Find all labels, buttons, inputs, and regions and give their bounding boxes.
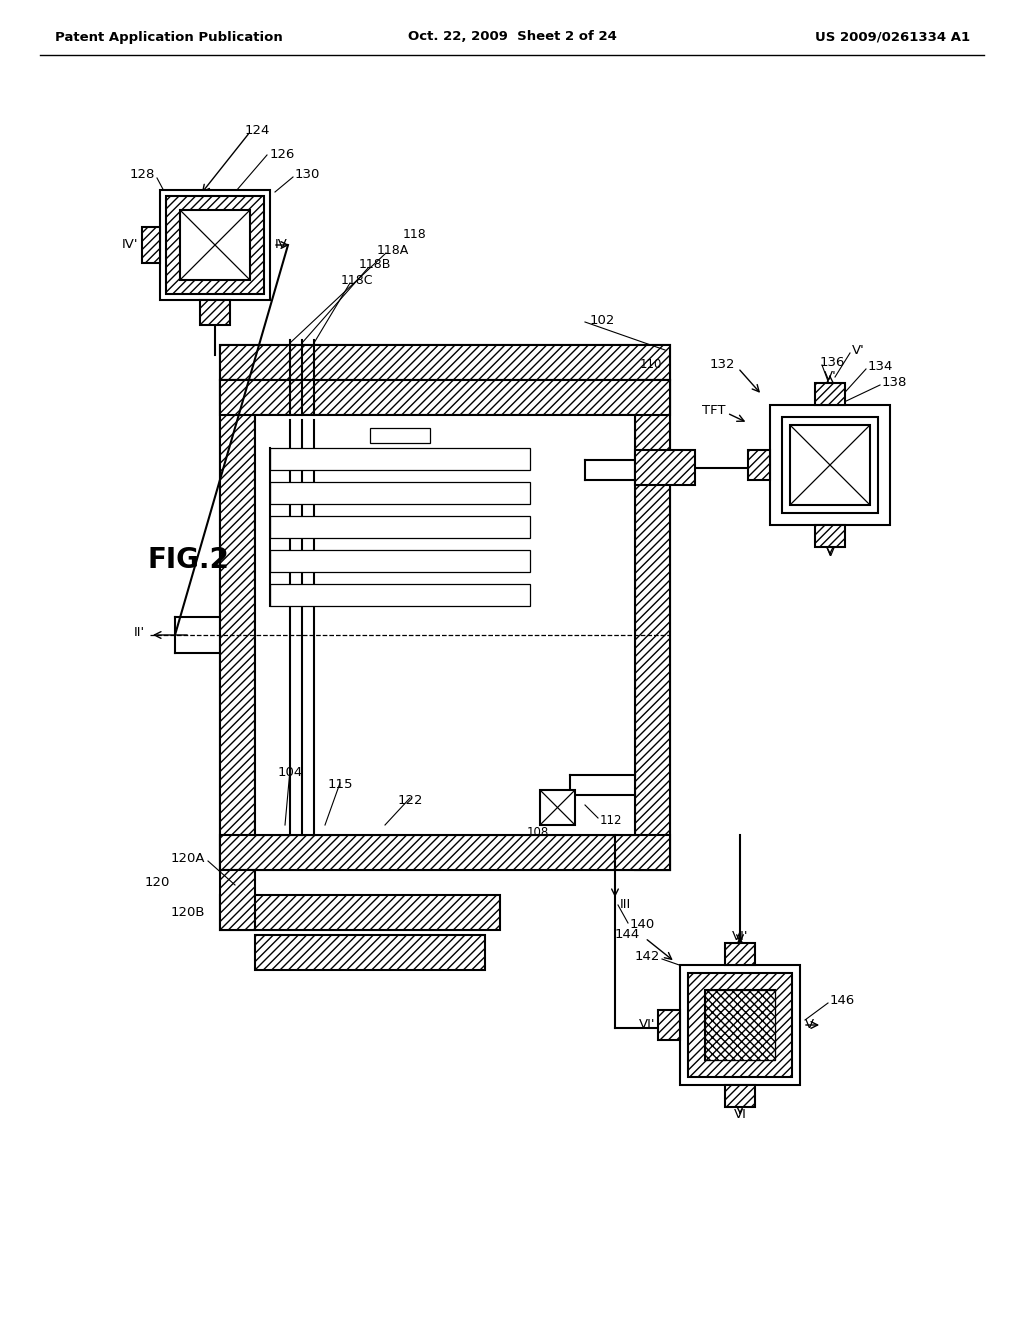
Text: II': II' — [134, 626, 145, 639]
Bar — [255, 414, 635, 836]
Bar — [725, 942, 755, 965]
Bar — [725, 1085, 755, 1107]
Bar — [688, 973, 792, 1077]
Text: V: V — [825, 546, 835, 560]
Bar — [658, 1010, 680, 1040]
Text: IV: IV — [275, 239, 288, 252]
Text: TFT: TFT — [701, 404, 725, 417]
Bar — [220, 380, 255, 870]
Text: III: III — [620, 899, 631, 912]
Bar — [200, 300, 230, 325]
Text: 144: 144 — [614, 928, 640, 941]
Text: 138: 138 — [882, 376, 907, 389]
Text: 134: 134 — [868, 360, 893, 374]
Bar — [370, 428, 430, 444]
Text: 104: 104 — [278, 766, 303, 779]
Bar — [220, 380, 670, 414]
Text: 136: 136 — [820, 356, 846, 370]
Bar — [270, 583, 530, 606]
Text: 112: 112 — [600, 813, 623, 826]
Text: 118A: 118A — [377, 243, 410, 256]
Bar — [748, 450, 770, 480]
Bar — [635, 450, 695, 484]
Text: 118C: 118C — [341, 273, 374, 286]
Bar — [255, 935, 485, 970]
Text: 140: 140 — [630, 919, 655, 932]
Bar — [815, 383, 845, 405]
Text: 120B: 120B — [171, 907, 205, 920]
Text: 130: 130 — [295, 169, 321, 181]
Text: 120: 120 — [144, 876, 170, 890]
Bar — [220, 895, 500, 931]
Bar — [705, 990, 775, 1060]
Text: V': V' — [852, 343, 864, 356]
Bar — [270, 550, 530, 572]
Text: 128: 128 — [130, 169, 155, 181]
Text: IV': IV' — [122, 239, 138, 252]
Bar — [790, 425, 870, 506]
Text: 102: 102 — [590, 314, 615, 326]
Bar — [220, 345, 670, 380]
Text: Patent Application Publication: Patent Application Publication — [55, 30, 283, 44]
Bar — [270, 482, 530, 504]
Bar — [220, 345, 670, 870]
Text: VI': VI' — [732, 931, 749, 944]
Text: 142: 142 — [635, 950, 660, 964]
Text: 118B: 118B — [358, 259, 391, 272]
Text: 146: 146 — [830, 994, 855, 1006]
Text: 108: 108 — [527, 826, 549, 840]
Text: VI: VI — [733, 1109, 746, 1122]
Text: 122: 122 — [397, 793, 423, 807]
Text: FIG.2: FIG.2 — [148, 546, 229, 574]
Bar — [166, 195, 264, 294]
Bar — [180, 210, 250, 280]
Text: 124: 124 — [245, 124, 270, 136]
Text: V: V — [805, 1019, 814, 1031]
Bar — [782, 417, 878, 513]
Bar — [220, 870, 255, 931]
Text: 126: 126 — [270, 149, 295, 161]
Text: 115: 115 — [328, 779, 352, 792]
Bar — [160, 190, 270, 300]
Bar — [770, 405, 890, 525]
Bar — [680, 965, 800, 1085]
Bar — [142, 227, 160, 263]
Bar — [220, 836, 670, 870]
Text: Oct. 22, 2009  Sheet 2 of 24: Oct. 22, 2009 Sheet 2 of 24 — [408, 30, 616, 44]
Bar — [815, 525, 845, 546]
Text: 132: 132 — [710, 359, 735, 371]
Bar — [635, 380, 670, 870]
Text: 110: 110 — [640, 359, 663, 371]
Text: V': V' — [823, 371, 837, 384]
Text: VI': VI' — [639, 1019, 655, 1031]
Bar — [270, 516, 530, 539]
Bar — [270, 447, 530, 470]
Text: 118: 118 — [403, 228, 427, 242]
Text: 120A: 120A — [171, 851, 205, 865]
Text: US 2009/0261334 A1: US 2009/0261334 A1 — [815, 30, 970, 44]
Bar — [540, 789, 575, 825]
Bar — [705, 990, 775, 1060]
